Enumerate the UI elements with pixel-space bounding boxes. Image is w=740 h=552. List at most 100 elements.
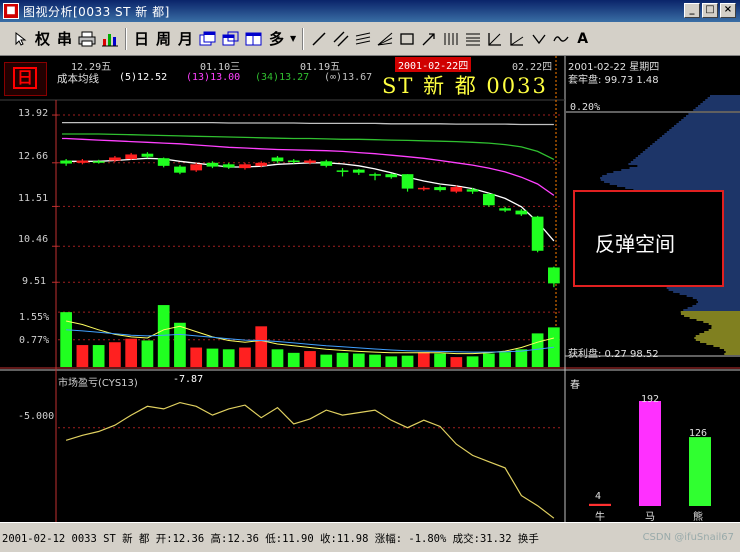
- maximize-button[interactable]: □: [702, 3, 718, 18]
- candle-body: [401, 174, 414, 189]
- rights-button[interactable]: 权: [34, 30, 50, 48]
- sentiment-bar: [689, 437, 711, 506]
- watermark: CSDN @ifuSnail67: [642, 532, 734, 543]
- overlay-button[interactable]: 串: [56, 30, 72, 48]
- turnover-bar: [76, 345, 89, 367]
- weekly-button[interactable]: 周: [155, 30, 171, 48]
- title-bar: ■ 图视分析[0033 ST 新 都] _ □ ×: [0, 0, 740, 22]
- candle-body: [109, 157, 121, 161]
- bar-chart-icon[interactable]: [99, 28, 121, 50]
- bear-label: 熊: [693, 512, 703, 523]
- bull-label: 牛: [595, 512, 605, 523]
- cursor-icon[interactable]: [10, 28, 31, 50]
- toolbar: 权 串 日 周 月 多 ▼: [0, 22, 740, 56]
- candle-body: [141, 153, 154, 157]
- candle-body: [239, 164, 251, 169]
- multi-button[interactable]: 多: [268, 30, 284, 48]
- turnover-bar: [222, 349, 235, 367]
- fibonacci-icon[interactable]: [462, 28, 483, 50]
- arrow-tool-icon[interactable]: [418, 28, 439, 50]
- turnover-bar: [287, 352, 300, 367]
- turnover-bar: [401, 355, 414, 367]
- turnover-bar: [417, 352, 430, 367]
- gann-icon[interactable]: [528, 28, 549, 50]
- turnover-bar: [271, 349, 284, 367]
- stock-name: ST 新 都 0033: [382, 74, 548, 98]
- turnover-bar: [304, 351, 316, 367]
- ma5-value: (5)12.52: [119, 72, 168, 83]
- turnover-label: 1.55%: [19, 312, 50, 323]
- bull-bear-bars: [589, 401, 711, 506]
- period-badge[interactable]: 日: [4, 62, 47, 96]
- window-3-icon[interactable]: [243, 28, 265, 50]
- daily-button[interactable]: 日: [133, 30, 149, 48]
- turnover-bar: [515, 349, 528, 367]
- turnover-lines: [65, 320, 555, 355]
- turnover-bar: [125, 338, 138, 367]
- candle-body: [466, 189, 479, 192]
- candle-body: [531, 216, 544, 251]
- rectangle-tool-icon[interactable]: [396, 28, 417, 50]
- toolbar-separator: [125, 27, 127, 50]
- candle-body: [385, 174, 398, 178]
- candle-body: [304, 160, 316, 163]
- parallel-line-icon[interactable]: [330, 28, 351, 50]
- price-label: 11.51: [18, 193, 49, 204]
- indicator-value: -7.87: [173, 374, 204, 385]
- toolbar-separator: [302, 27, 305, 50]
- dropdown-arrow-icon[interactable]: ▼: [290, 34, 297, 43]
- candle-body: [548, 267, 560, 284]
- turnover-bar: [141, 340, 154, 367]
- chart-area[interactable]: 日 成本均线 (5)12.52 (13)13.00 (34)13.27 (∞)1…: [0, 56, 740, 523]
- trapped-chips-line: 套牢盘: 99.73 1.48: [568, 75, 659, 86]
- annotation-box: 反弹空间: [573, 190, 724, 287]
- line-tool-icon[interactable]: [308, 28, 329, 50]
- date-label: 01.10三: [200, 62, 241, 73]
- cys-line: [65, 401, 555, 519]
- chart-canvas[interactable]: [0, 56, 740, 522]
- cycle-line-icon[interactable]: [440, 28, 461, 50]
- candle-body: [60, 160, 72, 164]
- angle-tool-icon[interactable]: [484, 28, 505, 50]
- turnover-bar: [450, 357, 463, 367]
- candle-body: [515, 210, 528, 215]
- candle-body: [482, 193, 495, 206]
- turnover-bar: [434, 353, 446, 367]
- status-text: 2001-02-12 0033 ST 新 都 开:12.36 高:12.36 低…: [2, 533, 539, 545]
- close-button[interactable]: ×: [720, 3, 736, 18]
- turnover-bar: [531, 333, 544, 367]
- speed-line-icon[interactable]: [506, 28, 527, 50]
- channel-icon[interactable]: [352, 28, 373, 50]
- turnover-bar: [157, 305, 170, 367]
- monthly-button[interactable]: 月: [177, 30, 193, 48]
- turnover-bar: [466, 356, 479, 367]
- candle-body: [206, 162, 219, 167]
- candle-body: [190, 164, 203, 171]
- right-date-line: 2001-02-22 星期四: [568, 62, 660, 73]
- turnover-bar: [482, 353, 495, 367]
- profit-chips-line: 获利盘: 0.27 98.52: [568, 349, 659, 360]
- text-tool-icon[interactable]: A: [577, 30, 589, 47]
- candle-body: [222, 164, 235, 168]
- price-label: 10.46: [18, 234, 49, 245]
- status-bar: 2001-02-12 0033 ST 新 都 开:12.36 高:12.36 低…: [0, 522, 740, 552]
- minimize-button[interactable]: _: [684, 3, 700, 18]
- price-label: 9.51: [22, 276, 47, 287]
- window-title: 图视分析[0033 ST 新 都]: [23, 4, 170, 19]
- window-2-icon[interactable]: [220, 28, 242, 50]
- fan-line-icon[interactable]: [374, 28, 395, 50]
- candle-body: [255, 162, 268, 166]
- turnover-bars: [60, 305, 560, 367]
- candle-body: [157, 158, 170, 166]
- wave-tool-icon[interactable]: [550, 28, 571, 50]
- candle-body: [125, 154, 138, 160]
- turnover-ma-line: [66, 329, 554, 353]
- window-1-icon[interactable]: [197, 28, 219, 50]
- turnover-bar: [352, 353, 365, 367]
- print-icon[interactable]: [76, 28, 98, 50]
- grid-lines: [0, 56, 740, 522]
- candle-body: [174, 166, 186, 173]
- season-label: 春: [570, 380, 580, 391]
- candle-body: [434, 187, 446, 191]
- window-controls: _ □ ×: [684, 3, 736, 18]
